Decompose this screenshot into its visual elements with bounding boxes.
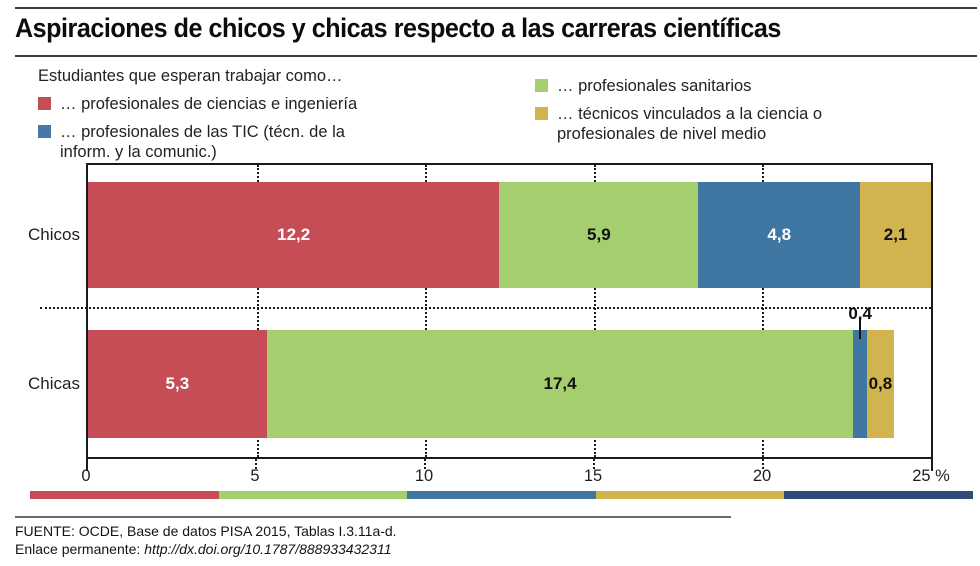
- bar-value-label: 4,8: [767, 225, 792, 244]
- gridline-5: [256, 165, 259, 457]
- axis-tick-label-20: 20: [752, 467, 772, 485]
- bar-value-label: 0,4: [848, 304, 872, 323]
- legend-left-swatch-icon: [38, 97, 51, 110]
- bar-value-label: 17,4: [543, 374, 577, 393]
- legend-item: … profesionales sanitarios: [535, 76, 935, 97]
- legend-item-label: … técnicos vinculados a la ciencia o pro…: [557, 104, 823, 144]
- value-leader-line: [859, 317, 862, 339]
- axis-tick-15: [593, 459, 595, 469]
- legend-right-swatch-icon: [535, 106, 548, 120]
- axis-tick-20: [762, 459, 764, 469]
- strip-segment-0: [30, 491, 219, 499]
- gridline-10: [425, 165, 428, 457]
- decorative-color-strip: [30, 491, 973, 499]
- legend-column-left: … profesionales de ciencias e ingeniería…: [38, 94, 498, 163]
- bar-value-label: 5,3: [165, 374, 190, 393]
- category-separator-line: [40, 307, 931, 309]
- bar-value-label: 2,1: [883, 225, 908, 244]
- axis-tick-label-10: 10: [414, 467, 434, 485]
- legend-item-label: … profesionales de las TIC (técn. de la …: [60, 122, 345, 162]
- legend-item: … técnicos vinculados a la ciencia o pro…: [535, 104, 935, 145]
- axis-tick-label-15: 15: [583, 467, 603, 485]
- category-label-chicas: Chicas: [28, 374, 80, 393]
- bar-row-chicos: 12,2 5,9 4,8 2,1: [88, 182, 931, 288]
- strip-segment-2: [407, 491, 596, 499]
- axis-tick-label-0: 0: [81, 467, 91, 485]
- axis-tick-label-5: 5: [250, 467, 260, 485]
- axis-tick-label-25: 25 %: [912, 467, 950, 485]
- legend-item-label: … profesionales de ciencias e ingeniería: [60, 95, 358, 113]
- bar-segment: 17,4: [266, 330, 854, 438]
- axis-tick-10: [424, 459, 426, 469]
- bar-segment: 5,9: [499, 182, 699, 288]
- page-title: Aspiraciones de chicos y chicas respecto…: [15, 13, 781, 43]
- strip-segment-1: [218, 491, 408, 499]
- plot-area: 12,2 5,9 4,8 2,1 5,3 17,4 0,4 0,8: [40, 165, 931, 457]
- permalink-url[interactable]: http://dx.doi.org/10.1787/888933432311: [144, 541, 392, 557]
- legend-right-swatch-icon: [535, 79, 548, 92]
- plot-frame: 12,2 5,9 4,8 2,1 5,3 17,4 0,4 0,8: [40, 163, 933, 459]
- legend-column-right: … profesionales sanitarios … técnicos vin…: [535, 76, 935, 145]
- bar-value-label: 0,8: [868, 374, 893, 393]
- bar-row-chicas: 5,3 17,4 0,4 0,8: [88, 304, 931, 438]
- bar-segment: 4,8: [698, 182, 861, 288]
- axis-tick-0: [86, 459, 88, 471]
- bar-segment: 0,4: [848, 304, 872, 438]
- source-note: FUENTE: OCDE, Base de datos PISA 2015, T…: [15, 523, 397, 539]
- strip-segment-4: [784, 491, 973, 499]
- legend-item-label: … profesionales sanitarios: [557, 77, 752, 95]
- bar-segment: 2,1: [860, 182, 931, 288]
- axis-tick-25: [931, 459, 933, 471]
- permalink-line: Enlace permanente: http://dx.doi.org/10.…: [15, 541, 392, 557]
- legend-item: … profesionales de las TIC (técn. de la …: [38, 122, 498, 163]
- axis-tick-5: [255, 459, 257, 469]
- bar-value-label: 12,2: [277, 225, 311, 244]
- gridline-15: [593, 165, 596, 457]
- bar-segment: 5,3: [88, 330, 267, 438]
- gridline-20: [762, 165, 765, 457]
- bar-segment: 0,8: [866, 330, 894, 438]
- legend-item: … profesionales de ciencias e ingeniería: [38, 94, 498, 115]
- title-bottom-rule: [15, 55, 977, 57]
- category-label-chicos: Chicos: [28, 225, 80, 244]
- bar-value-label: 5,9: [587, 225, 611, 244]
- legend-intro: Estudiantes que esperan trabajar como…: [38, 67, 343, 85]
- legend-left-swatch-icon: [38, 124, 51, 138]
- permalink-label: Enlace permanente:: [15, 541, 145, 557]
- footer-rule: [15, 516, 731, 518]
- strip-segment-3: [595, 491, 785, 499]
- bar-segment: 12,2: [88, 182, 500, 288]
- title-top-rule: [15, 7, 977, 9]
